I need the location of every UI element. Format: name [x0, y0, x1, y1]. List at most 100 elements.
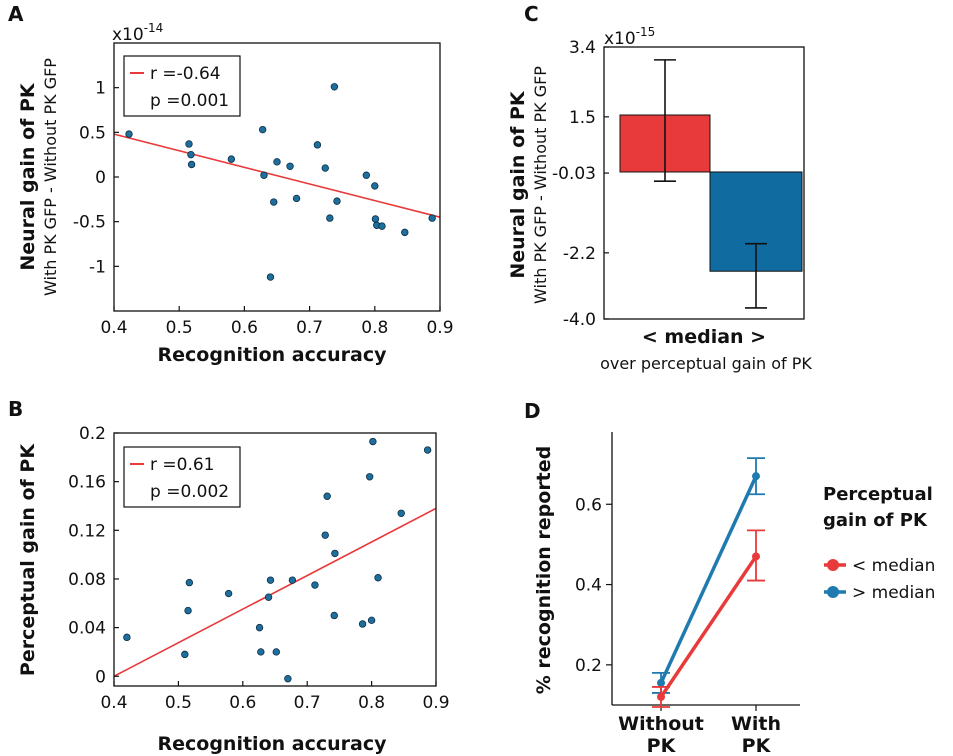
panel-b-legend-box: [123, 446, 241, 508]
panel-a-xtick-label: 0.9: [426, 318, 453, 338]
panel-c-y-sublabel: With PK GFP - Without PK GFP: [531, 66, 550, 304]
panel-d-ytick-label: 0.6: [575, 495, 602, 515]
panel-d-ytick-label: 0.4: [575, 576, 602, 596]
panel-a-data-point: [266, 273, 275, 281]
panel-a-xtick-label: 0.8: [361, 318, 388, 338]
panel-a-scatter: x10-14 -1 -0.5 0 0.5 1 0.4 0.5 0.6 0.7 0.8 0.9 r …: [17, 21, 454, 366]
panel-a-y-label: Neural gain of PK: [17, 82, 39, 271]
panel-c-x-label: < median >: [642, 326, 766, 348]
panel-a-data-point: [326, 214, 334, 222]
panel-b-data-point: [264, 593, 273, 601]
panel-b-data-point: [311, 581, 319, 589]
panel-a-data-point: [270, 198, 278, 206]
panel-a-ytick-label: 1: [95, 79, 106, 99]
panel-a-xtick-label: 0.4: [100, 318, 127, 338]
panel-c-ytick-label: -2.2: [563, 244, 596, 264]
panel-a-data-point: [371, 215, 380, 223]
panel-b-ytick-label: 0.08: [68, 570, 106, 590]
panel-b-data-point: [185, 578, 194, 587]
panel-a-x-label: Recognition accuracy: [158, 344, 388, 366]
panel-b-data-point: [369, 437, 377, 446]
panel-c-x-sublabel: over perceptual gain of PK: [600, 354, 812, 373]
panel-d-y-label: % recognition reported: [533, 446, 555, 695]
panel-a-legend-box: [123, 55, 241, 117]
panel-b-data-point: [365, 473, 374, 481]
panel-a-data-point: [125, 130, 133, 138]
panel-b-data-point: [374, 574, 382, 582]
panel-b-scatter: 00.040.080.120.160.2 0.4 0.5 0.6 0.7 0.8 0.9 …: [17, 424, 450, 755]
panel-b-ytick-label: 0.12: [68, 521, 106, 541]
panel-a-xtick-label: 0.5: [166, 318, 193, 338]
panel-c-y-label: Neural gain of PK: [507, 90, 529, 279]
panel-b-y-label: Perceptual gain of PK: [17, 443, 39, 676]
panel-a-data-point: [292, 194, 301, 203]
panel-b-data-point: [184, 606, 192, 615]
panel-a-data-point: [286, 162, 294, 170]
panel-letter-b: B: [8, 397, 23, 421]
panel-d-xtick-label: PK: [647, 735, 677, 756]
panel-b-data-point: [358, 620, 367, 628]
panel-b-ytick-label: 0: [95, 667, 106, 687]
panel-a-data-point: [333, 197, 341, 205]
panel-d-legend-label: > median: [852, 583, 935, 603]
panel-c-bar: [709, 171, 803, 272]
panel-b-xtick-label: 0.7: [294, 693, 321, 713]
panel-b-data-point: [266, 576, 275, 584]
panel-d-ytick-label: 0.2: [575, 656, 602, 676]
panel-a-data-point: [362, 171, 371, 179]
panel-c-exponent: x10-15: [604, 25, 655, 49]
panel-b-data-point: [288, 576, 297, 584]
panel-a-regression-line: [113, 133, 441, 218]
panel-a-data-point: [260, 171, 268, 179]
panel-d-series-line: [659, 475, 758, 684]
panel-b-xtick-label: 0.4: [100, 693, 127, 713]
panel-b-x-label: Recognition accuracy: [158, 733, 388, 755]
panel-b-data-point: [367, 616, 376, 625]
panel-a-y-sublabel: With PK GFP - Without PK GFP: [41, 58, 60, 296]
panel-a-data-point: [187, 160, 196, 169]
panel-a-legend-r: r =-0.64: [150, 64, 221, 84]
panel-b-data-point: [397, 509, 405, 517]
panel-b-xtick-label: 0.8: [358, 693, 385, 713]
panel-a-data-point: [401, 228, 409, 237]
panel-d-legend-title-line1: Perceptual: [823, 484, 933, 505]
panel-a-data-point: [187, 150, 195, 159]
panel-b-ytick-label: 0.16: [68, 473, 106, 493]
panel-b-data-point: [323, 492, 331, 500]
panel-b-data-point: [224, 589, 233, 598]
panel-a-data-point: [313, 141, 322, 149]
panel-a-xtick-label: 0.6: [231, 318, 258, 338]
panel-b-regression-line: [113, 507, 437, 677]
panel-c-plot-area: [619, 59, 803, 309]
panel-a-legend-p: p =0.001: [150, 91, 229, 111]
panel-a-data-point: [185, 140, 193, 148]
panel-a-xtick-label: 0.7: [296, 318, 323, 338]
panel-b-data-point: [321, 531, 329, 539]
panel-b-legend-r: r =0.61: [150, 455, 215, 475]
panel-a-ytick-label: 0: [95, 168, 106, 188]
panel-b-data-point: [255, 623, 264, 632]
panel-letter-a: A: [8, 2, 24, 26]
panel-d-xtick-label: PK: [742, 735, 772, 756]
panel-d-xtick-label: Without: [618, 713, 704, 735]
panel-a-data-point: [378, 222, 386, 230]
panel-letter-c: C: [524, 2, 539, 26]
panel-b-data-point: [272, 648, 280, 656]
panel-d-legend-swatch-dot: [827, 586, 839, 598]
panel-b-x-ticks: 0.4 0.5 0.6 0.7 0.8 0.9: [100, 681, 450, 713]
panel-a-data-point: [428, 214, 436, 222]
panel-a-data-point: [273, 158, 281, 166]
panel-c-axes-frame: [603, 46, 805, 320]
panel-d-series-line: [659, 555, 758, 698]
panel-b-data-point: [123, 633, 131, 642]
panel-b-ytick-label: 0.2: [79, 424, 106, 444]
panel-a-data-point: [371, 182, 379, 190]
panel-c-ytick-label: 3.4: [569, 38, 596, 58]
panel-c-y-ticks: 3.4 1.5 -0.03 -2.2 -4.0: [552, 38, 609, 330]
panel-a-y-ticks: -1 -0.5 0 0.5 1: [73, 79, 119, 277]
panel-a-ytick-label: 0.5: [79, 123, 106, 143]
panel-b-data-point: [330, 611, 338, 620]
